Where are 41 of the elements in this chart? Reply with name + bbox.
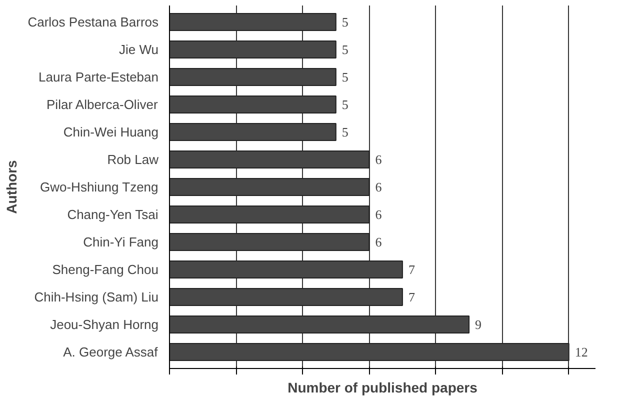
- y-tick-label: Chin-Yi Fang: [83, 234, 159, 250]
- y-tick-label: A. George Assaf: [63, 344, 158, 360]
- bar: [170, 342, 570, 362]
- data-label: 6: [375, 234, 382, 250]
- data-label: 6: [375, 207, 382, 222]
- bar: [170, 288, 403, 306]
- data-label: 5: [342, 97, 348, 112]
- y-tick-label: Chang-Yen Tsai: [67, 207, 158, 222]
- data-label: 6: [375, 180, 382, 194]
- bar: [170, 178, 370, 196]
- bar: [170, 122, 336, 142]
- y-tick-label: Jie Wu: [119, 42, 159, 57]
- data-label: 12: [574, 344, 588, 360]
- data-label: 5: [342, 14, 348, 30]
- data-label: 5: [342, 124, 348, 140]
- bar: [170, 232, 370, 252]
- y-tick-label: Gwo-Hshiung Tzeng: [40, 180, 158, 194]
- bar: [170, 315, 470, 334]
- data-label: 9: [475, 317, 482, 332]
- data-label: 5: [342, 42, 348, 57]
- data-label: 5: [342, 70, 348, 84]
- bar: [170, 150, 370, 169]
- bar: [170, 205, 370, 224]
- bar: [170, 12, 336, 32]
- y-tick-label: Rob Law: [107, 152, 160, 167]
- bar: [170, 68, 336, 86]
- y-tick-label: Carlos Pestana Barros: [28, 14, 159, 30]
- y-tick-label: Jeou-Shyan Horng: [50, 317, 159, 332]
- y-tick-label: Pilar Alberca-Oliver: [46, 97, 158, 112]
- y-tick-label: Chin-Wei Huang: [63, 124, 158, 140]
- data-label: 6: [375, 152, 382, 167]
- data-label: 7: [408, 262, 416, 277]
- bar: [170, 260, 403, 279]
- bar: [170, 40, 336, 59]
- y-tick-label: Laura Parte-Esteban: [38, 70, 159, 84]
- y-tick-label: Chih-Hsing (Sam) Liu: [34, 290, 159, 304]
- bar: [170, 95, 336, 114]
- y-axis-title: Authors: [4, 160, 20, 214]
- data-label: 7: [408, 290, 416, 304]
- x-axis-title: Number of published papers: [288, 380, 478, 396]
- y-tick-label: Sheng-Fang Chou: [52, 262, 159, 277]
